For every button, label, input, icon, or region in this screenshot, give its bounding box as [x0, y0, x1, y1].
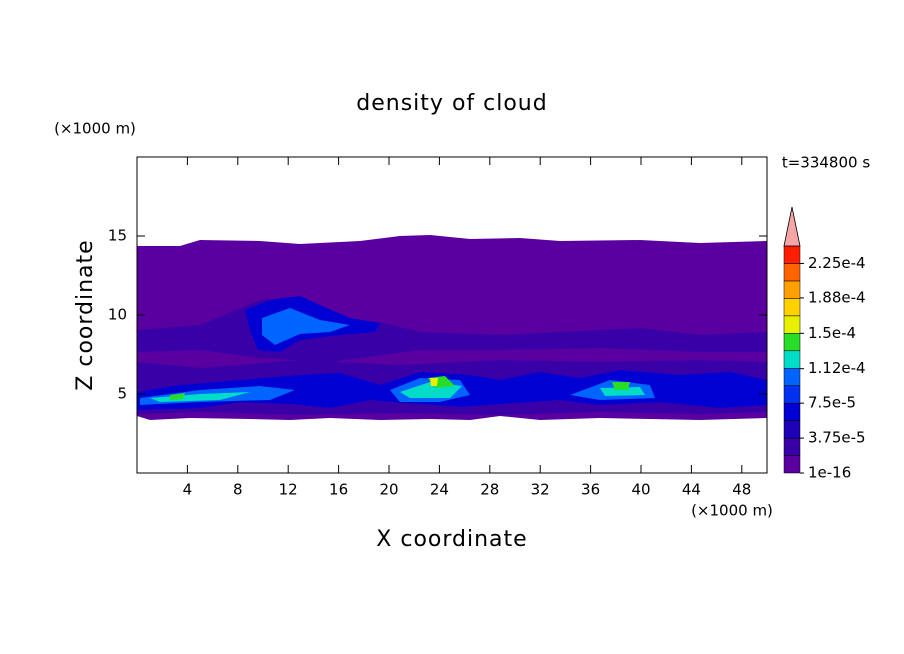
color-band: [783, 245, 801, 264]
contour-region: [600, 387, 645, 396]
color-band: [783, 280, 801, 299]
contour-region: [612, 382, 630, 390]
x-tick-label: 4: [183, 481, 193, 499]
time-label: t=334800 s: [782, 154, 870, 172]
contour-region: [262, 308, 350, 345]
color-band: [783, 350, 801, 369]
y-axis-label: Z coordinate: [73, 239, 98, 390]
y-tick-label: 15: [108, 227, 127, 245]
color-band: [783, 437, 801, 456]
colorbar-tick-label: 1.88e-4: [808, 288, 866, 306]
color-band: [783, 367, 801, 386]
color-band: [783, 402, 801, 421]
colorbar-tick-label: 1.5e-4: [808, 324, 856, 342]
x-tick-label: 44: [682, 481, 701, 499]
x-unit: (×1000 m): [691, 502, 773, 520]
color-band: [783, 298, 801, 317]
x-tick-label: 12: [279, 481, 298, 499]
x-axis-label: X coordinate: [376, 527, 527, 552]
color-band: [783, 420, 801, 439]
colorbar-tick-label: 3.75e-5: [808, 429, 866, 447]
chart-title: density of cloud: [356, 91, 547, 116]
contour-field: [137, 235, 767, 420]
x-tick-label: 20: [379, 481, 398, 499]
x-tick-label: 24: [430, 481, 449, 499]
x-tick-label: 16: [329, 481, 348, 499]
color-band: [783, 315, 801, 334]
colorbar-tick-label: 2.25e-4: [808, 254, 866, 272]
color-band: [783, 385, 801, 404]
contour-region: [170, 393, 185, 400]
x-tick-label: 36: [581, 481, 600, 499]
colorbar-tick-label: 1e-16: [808, 464, 851, 482]
y-unit: (×1000 m): [54, 120, 136, 138]
y-tick-label: 5: [117, 385, 127, 403]
x-tick-label: 8: [233, 481, 243, 499]
color-band: [783, 333, 801, 352]
colorbar-extend: [783, 206, 801, 247]
colorbar-tick-label: 7.5e-5: [808, 394, 856, 412]
contour-region: [430, 378, 438, 386]
colorbar-tick-label: 1.12e-4: [808, 359, 866, 377]
y-tick-label: 10: [108, 306, 127, 324]
x-tick-label: 28: [480, 481, 499, 499]
x-tick-label: 32: [531, 481, 550, 499]
x-tick-label: 40: [631, 481, 650, 499]
color-band: [783, 263, 801, 282]
x-tick-label: 48: [732, 481, 751, 499]
color-band: [783, 455, 801, 474]
